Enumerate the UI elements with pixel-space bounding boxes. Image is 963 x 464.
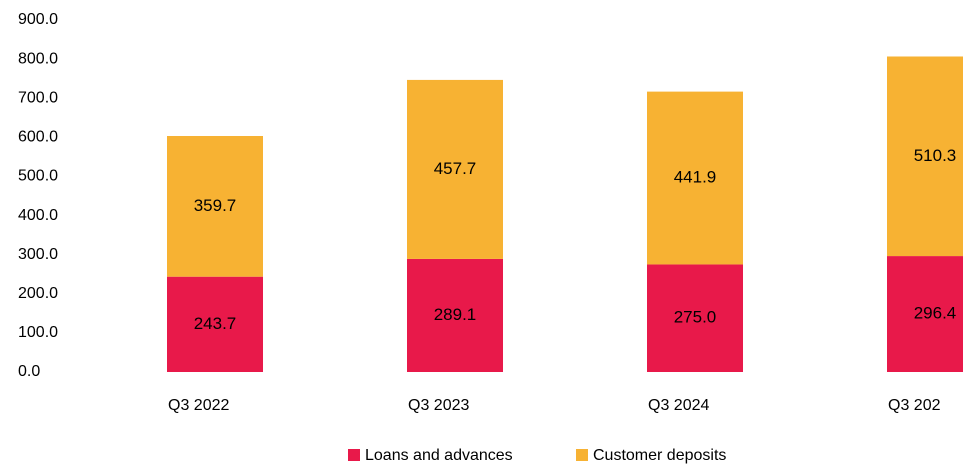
legend-label: Customer deposits bbox=[593, 447, 726, 464]
data-label: 289.1 bbox=[434, 305, 477, 324]
data-label: 359.7 bbox=[194, 196, 237, 215]
y-tick-label: 600.0 bbox=[18, 129, 58, 146]
bar-segment bbox=[887, 56, 963, 257]
legend-label: Loans and advances bbox=[365, 447, 513, 464]
y-tick-label: 700.0 bbox=[18, 89, 58, 106]
bar-segment bbox=[647, 264, 743, 372]
bar-segment bbox=[167, 276, 263, 372]
bar-segment bbox=[167, 136, 263, 277]
legend-swatch bbox=[348, 449, 360, 461]
y-tick-label: 100.0 bbox=[18, 324, 58, 341]
x-tick-label: Q3 2024 bbox=[648, 397, 709, 414]
bar-segment bbox=[887, 256, 963, 372]
data-label: 275.0 bbox=[674, 308, 717, 327]
y-tick-label: 500.0 bbox=[18, 168, 58, 185]
bar-segment bbox=[407, 79, 503, 259]
data-label: 243.7 bbox=[194, 314, 237, 333]
y-tick-label: 0.0 bbox=[18, 363, 40, 380]
data-label: 441.9 bbox=[674, 168, 717, 187]
y-tick-label: 200.0 bbox=[18, 285, 58, 302]
y-tick-label: 900.0 bbox=[18, 11, 58, 28]
y-tick-label: 300.0 bbox=[18, 246, 58, 263]
bar-segment bbox=[647, 91, 743, 265]
y-tick-label: 400.0 bbox=[18, 207, 58, 224]
x-tick-label: Q3 2022 bbox=[168, 397, 229, 414]
data-label: 296.4 bbox=[914, 304, 957, 323]
data-label: 510.3 bbox=[914, 146, 957, 165]
x-tick-label: Q3 202 bbox=[888, 397, 941, 414]
y-tick-label: 800.0 bbox=[18, 50, 58, 67]
bar-segment bbox=[407, 258, 503, 372]
data-label: 457.7 bbox=[434, 159, 477, 178]
legend-swatch bbox=[576, 449, 588, 461]
x-tick-label: Q3 2023 bbox=[408, 397, 469, 414]
